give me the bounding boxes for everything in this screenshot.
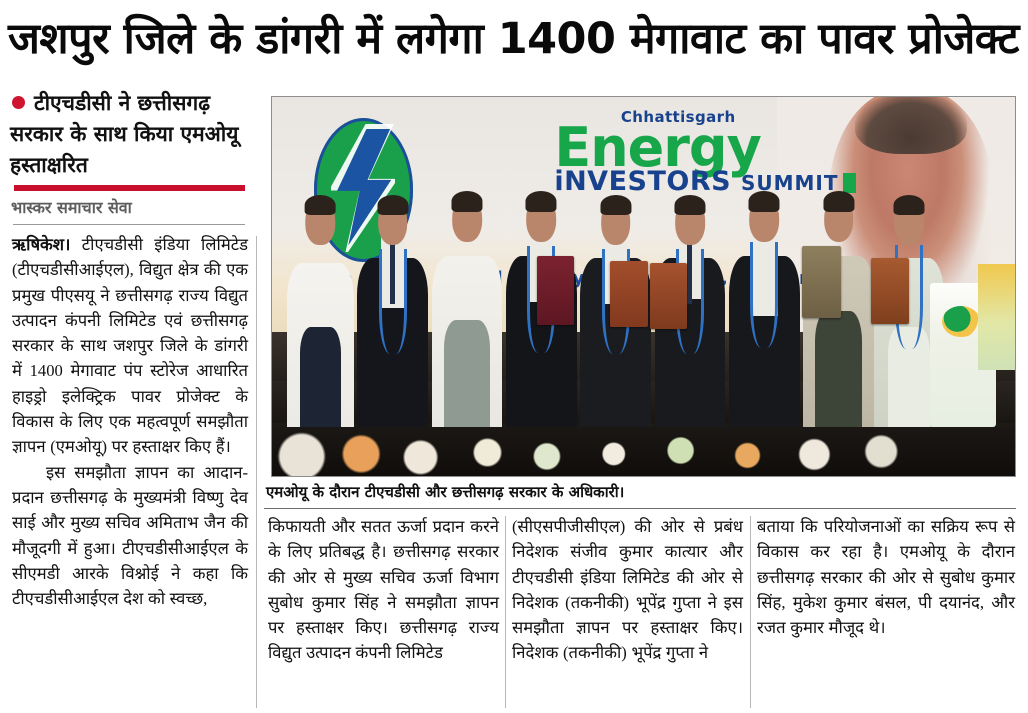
person-7: [728, 190, 800, 427]
mou-folder-2: [609, 260, 649, 327]
kicker-block: टीएचडीसी ने छत्तीसगढ़ सरकार के साथ किया …: [10, 88, 252, 181]
paragraph-5: बताया कि परियोजनाओं का सक्रिय रूप से विक…: [757, 517, 1015, 638]
flower-row: [272, 426, 1015, 476]
body-column-3: (सीएसपीजीसीएल) की ओर से प्रबंध निदेशक सं…: [512, 514, 743, 710]
person-3: [431, 190, 503, 427]
bullet-icon: [12, 96, 25, 109]
banner-investors: iNVESTORS: [554, 166, 732, 198]
banner-badge-icon: [842, 173, 856, 194]
paragraph-3: किफायती और सतत ऊर्जा प्रदान करने के लिए …: [268, 517, 499, 663]
column-rule-2: [505, 516, 506, 708]
mou-folder-1: [537, 255, 574, 325]
banner-subtitle: iNVESTORS SUMMIT: [554, 168, 970, 197]
person-6: [650, 194, 726, 427]
person-4: [506, 190, 577, 427]
body-column-2: किफायती और सतत ऊर्जा प्रदान करने के लिए …: [268, 514, 499, 710]
caption-divider: [264, 508, 1016, 509]
gray-divider: [13, 224, 245, 225]
article-photo: Chhattisgarh Energy iNVESTORS SUMMIT 7th…: [271, 96, 1016, 477]
body-column-4: बताया कि परियोजनाओं का सक्रिय रूप से विक…: [757, 514, 1015, 710]
person-8: [801, 190, 874, 427]
kicker-text: टीएचडीसी ने छत्तीसगढ़ सरकार के साथ किया …: [10, 91, 239, 177]
paragraph-1-text: टीएचडीसी इंडिया लिमिटेड (टीएचडीसीआईएल), …: [12, 235, 248, 457]
photo-caption: एमओयू के दौरान टीएचडीसी और छत्तीसगढ़ सरक…: [266, 483, 625, 501]
person-5: [580, 194, 651, 427]
page-title: जशपुर जिले के डांगरी में लगेगा 1400 मेगा…: [8, 14, 1019, 64]
banner-state: Chhattisgarh: [620, 108, 736, 127]
paragraph-2: इस समझौता ज्ञापन का आदान-प्रदान छत्तीसगढ…: [12, 462, 248, 609]
mou-folder-5: [871, 258, 910, 325]
paragraph-1: ऋषिकेश। टीएचडीसी इंडिया लिमिटेड (टीएचडीस…: [12, 232, 248, 460]
podium-logo-icon: [941, 305, 981, 338]
byline: भास्कर समाचार सेवा: [11, 198, 132, 217]
banner-wordmark: Chhattisgarh Energy iNVESTORS SUMMIT: [554, 108, 970, 197]
body-column-1: ऋषिकेश। टीएचडीसी इंडिया लिमिटेड (टीएचडीस…: [12, 232, 248, 708]
column-rule-1: [256, 236, 257, 708]
banner-title: Energy: [554, 116, 761, 180]
person-1: [286, 194, 354, 427]
person-2: [357, 194, 429, 427]
dateline: ऋषिकेश।: [12, 235, 71, 254]
paragraph-4: (सीएसपीजीसीएल) की ओर से प्रबंध निदेशक सं…: [512, 517, 743, 663]
mou-folder-4: [801, 246, 842, 319]
rollup-banner: [977, 263, 1015, 370]
mou-folder-3: [650, 263, 688, 329]
red-divider: [14, 185, 245, 191]
column-rule-3: [750, 516, 751, 708]
cm-portrait-hair: [855, 97, 967, 154]
